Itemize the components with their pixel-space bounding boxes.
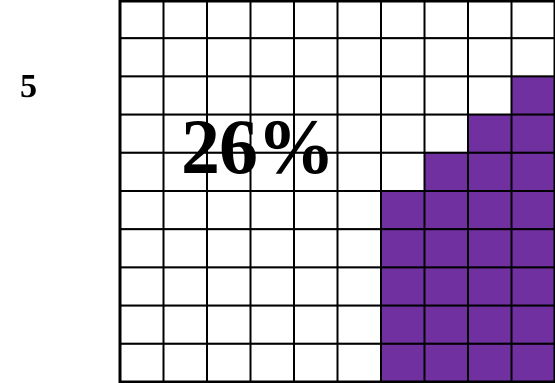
empty-cell (467, 37, 513, 78)
empty-cell (293, 266, 339, 307)
shaded-cell (467, 342, 513, 383)
empty-cell (336, 342, 382, 383)
grid-border (118, 0, 555, 383)
empty-cell (423, 75, 469, 116)
empty-cell (380, 75, 426, 116)
empty-cell (467, 0, 513, 40)
shaded-cell (467, 113, 513, 154)
empty-cell (380, 151, 426, 193)
empty-cell (336, 75, 382, 116)
empty-cell (119, 304, 165, 345)
empty-cell (249, 190, 295, 231)
empty-cell (423, 0, 469, 40)
empty-cell (336, 266, 382, 307)
empty-cell (119, 266, 165, 307)
shaded-cell (510, 190, 555, 231)
shaded-cell (423, 228, 469, 269)
empty-cell (119, 228, 165, 269)
empty-cell (467, 75, 513, 116)
empty-cell (162, 190, 208, 231)
empty-cell (162, 0, 208, 40)
empty-cell (423, 37, 469, 78)
empty-cell (206, 342, 252, 383)
shaded-cell (380, 190, 426, 231)
empty-cell (293, 190, 339, 231)
empty-cell (119, 151, 165, 193)
empty-cell (336, 151, 382, 193)
empty-cell (510, 37, 555, 78)
empty-cell (336, 0, 382, 40)
empty-cell (249, 304, 295, 345)
empty-cell (249, 0, 295, 40)
empty-cell (119, 113, 165, 154)
shaded-cell (510, 342, 555, 383)
shaded-cell (380, 342, 426, 383)
shaded-cell (510, 151, 555, 193)
empty-cell (206, 304, 252, 345)
empty-cell (380, 37, 426, 78)
empty-cell (162, 228, 208, 269)
empty-cell (119, 0, 165, 40)
shaded-cell (423, 342, 469, 383)
empty-cell (293, 113, 339, 154)
empty-cell (206, 151, 252, 193)
empty-cell (249, 151, 295, 193)
shaded-cell (423, 190, 469, 231)
empty-cell (380, 0, 426, 40)
empty-cell (293, 228, 339, 269)
shaded-cell (423, 266, 469, 307)
empty-cell (336, 304, 382, 345)
empty-cell (162, 266, 208, 307)
empty-cell (336, 190, 382, 231)
shaded-cell (423, 151, 469, 193)
empty-cell (249, 342, 295, 383)
shaded-cell (510, 228, 555, 269)
empty-cell (423, 113, 469, 154)
empty-cell (336, 228, 382, 269)
problem-number: 5 (20, 68, 37, 105)
empty-cell (380, 113, 426, 154)
shaded-cell (467, 266, 513, 307)
empty-cell (162, 304, 208, 345)
shaded-cell (467, 304, 513, 345)
shaded-cell (510, 113, 555, 154)
empty-cell (293, 37, 339, 78)
empty-cell (249, 37, 295, 78)
shaded-cell (380, 228, 426, 269)
empty-cell (206, 0, 252, 40)
shaded-cell (467, 151, 513, 193)
empty-cell (206, 190, 252, 231)
empty-cell (293, 304, 339, 345)
shaded-cell (380, 304, 426, 345)
empty-cell (206, 228, 252, 269)
empty-cell (293, 0, 339, 40)
empty-cell (336, 37, 382, 78)
empty-cell (206, 37, 252, 78)
empty-cell (162, 37, 208, 78)
empty-cell (249, 75, 295, 116)
empty-cell (510, 0, 555, 40)
empty-cell (249, 266, 295, 307)
shaded-cell (510, 75, 555, 116)
shaded-cell (423, 304, 469, 345)
empty-cell (162, 342, 208, 383)
shaded-cell (510, 266, 555, 307)
empty-cell (293, 342, 339, 383)
shaded-cell (467, 190, 513, 231)
empty-cell (249, 228, 295, 269)
shaded-cell (380, 266, 426, 307)
empty-cell (119, 190, 165, 231)
empty-cell (119, 342, 165, 383)
empty-cell (119, 75, 165, 116)
empty-cell (206, 266, 252, 307)
shaded-cell (467, 228, 513, 269)
percent-label: 26% (181, 103, 335, 190)
shaded-cell (510, 304, 555, 345)
empty-cell (119, 37, 165, 78)
empty-cell (336, 113, 382, 154)
